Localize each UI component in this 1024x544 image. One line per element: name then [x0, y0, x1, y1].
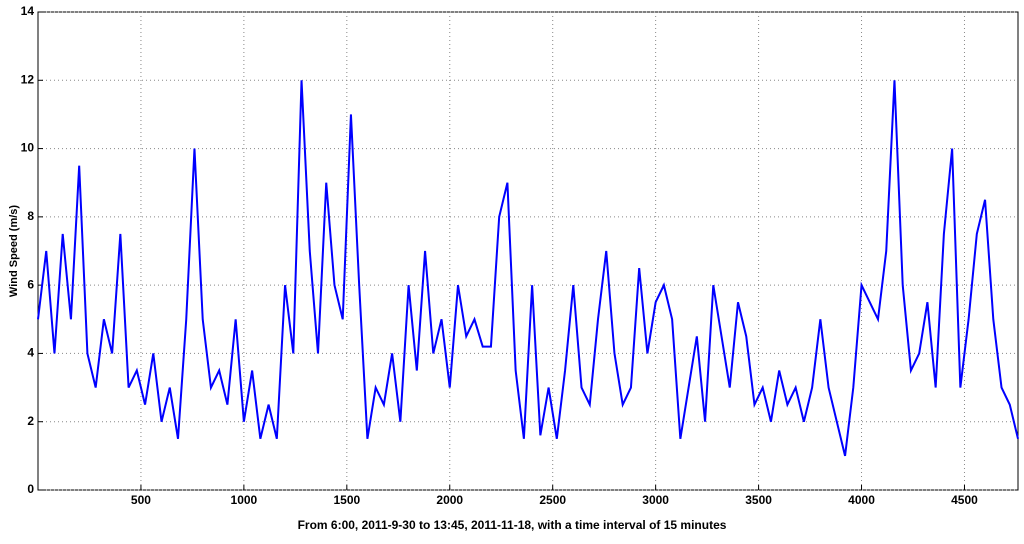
x-tick-label: 1500 — [333, 493, 360, 507]
y-tick-label: 2 — [27, 414, 34, 428]
y-tick-label: 12 — [21, 72, 35, 86]
x-tick-label: 1000 — [231, 493, 258, 507]
y-tick-label: 10 — [21, 141, 35, 155]
x-tick-label: 2000 — [436, 493, 463, 507]
y-axis-label: Wind Speed (m/s) — [8, 205, 20, 298]
x-tick-label: 2500 — [539, 493, 566, 507]
y-tick-label: 4 — [27, 346, 34, 360]
y-tick-label: 8 — [27, 209, 34, 223]
x-axis-label: From 6:00, 2011-9-30 to 13:45, 2011-11-1… — [298, 518, 727, 532]
y-tick-label: 14 — [21, 4, 35, 18]
x-tick-label: 3500 — [745, 493, 772, 507]
x-tick-label: 4000 — [848, 493, 875, 507]
y-tick-label: 0 — [27, 482, 34, 496]
wind-speed-line — [37, 80, 1019, 457]
x-tick-label: 3000 — [642, 493, 669, 507]
plot-area — [37, 11, 1019, 491]
y-tick-label: 6 — [27, 277, 34, 291]
x-tick-label: 4500 — [951, 493, 978, 507]
x-tick-label: 500 — [131, 493, 151, 507]
